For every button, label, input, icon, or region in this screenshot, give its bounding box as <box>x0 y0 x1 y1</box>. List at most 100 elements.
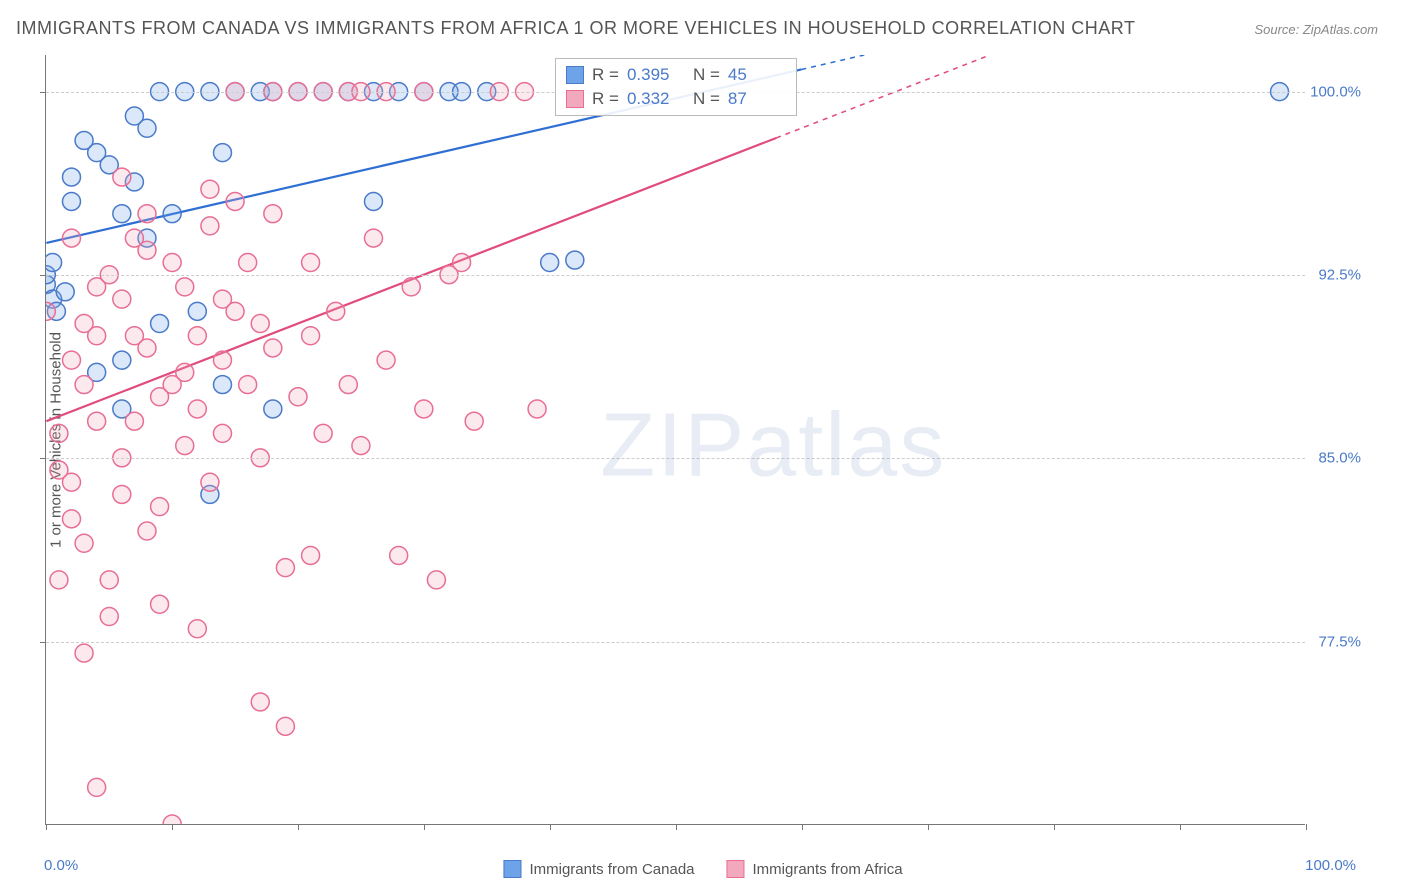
chart-svg <box>46 55 1305 824</box>
scatter-point <box>113 290 131 308</box>
scatter-point <box>302 327 320 345</box>
scatter-point <box>138 522 156 540</box>
stats-n-value-africa: 87 <box>728 89 786 109</box>
scatter-point <box>75 131 93 149</box>
scatter-point <box>176 278 194 296</box>
gridline-h <box>46 458 1305 459</box>
x-tick-mark <box>298 824 299 830</box>
scatter-point <box>75 534 93 552</box>
scatter-point <box>56 283 74 301</box>
gridline-h <box>46 642 1305 643</box>
scatter-point <box>302 546 320 564</box>
scatter-point <box>427 571 445 589</box>
stats-r-value-canada: 0.395 <box>627 65 685 85</box>
y-tick-mark <box>40 92 46 93</box>
y-tick-mark <box>40 458 46 459</box>
scatter-point <box>50 424 68 442</box>
scatter-point <box>163 205 181 223</box>
scatter-point <box>289 388 307 406</box>
scatter-point <box>138 205 156 223</box>
legend-item-canada: Immigrants from Canada <box>503 860 694 878</box>
x-tick-mark <box>550 824 551 830</box>
stats-r-label: R = <box>592 89 619 109</box>
scatter-point <box>62 351 80 369</box>
stats-swatch-canada <box>566 66 584 84</box>
y-tick-label: 85.0% <box>1318 450 1361 467</box>
scatter-point <box>75 376 93 394</box>
scatter-point <box>62 168 80 186</box>
x-tick-mark <box>172 824 173 830</box>
legend-swatch-africa <box>727 860 745 878</box>
x-tick-mark <box>424 824 425 830</box>
scatter-point <box>88 327 106 345</box>
scatter-point <box>151 315 169 333</box>
scatter-point <box>201 473 219 491</box>
stats-row-canada: R = 0.395 N = 45 <box>566 63 786 87</box>
scatter-point <box>327 302 345 320</box>
scatter-point <box>176 363 194 381</box>
scatter-point <box>214 290 232 308</box>
scatter-point <box>201 217 219 235</box>
scatter-point <box>541 254 559 272</box>
scatter-point <box>188 327 206 345</box>
stats-n-label: N = <box>693 89 720 109</box>
x-tick-mark <box>1180 824 1181 830</box>
scatter-point <box>214 144 232 162</box>
scatter-point <box>113 351 131 369</box>
scatter-point <box>125 229 143 247</box>
scatter-point <box>352 437 370 455</box>
scatter-point <box>365 229 383 247</box>
source-attribution: Source: ZipAtlas.com <box>1254 22 1378 37</box>
scatter-point <box>100 571 118 589</box>
scatter-point <box>251 315 269 333</box>
scatter-point <box>465 412 483 430</box>
x-tick-mark <box>928 824 929 830</box>
y-tick-label: 92.5% <box>1318 267 1361 284</box>
scatter-point <box>314 424 332 442</box>
x-tick-mark <box>1054 824 1055 830</box>
chart-title: IMMIGRANTS FROM CANADA VS IMMIGRANTS FRO… <box>16 18 1135 39</box>
scatter-point <box>100 608 118 626</box>
x-tick-mark <box>46 824 47 830</box>
plot-area: 1 or more Vehicles in Household <box>45 55 1305 825</box>
scatter-point <box>50 571 68 589</box>
scatter-point <box>62 510 80 528</box>
scatter-point <box>188 400 206 418</box>
legend-swatch-canada <box>503 860 521 878</box>
x-tick-mark <box>676 824 677 830</box>
scatter-point <box>113 485 131 503</box>
stats-n-value-canada: 45 <box>728 65 786 85</box>
scatter-point <box>151 388 169 406</box>
gridline-h <box>46 275 1305 276</box>
x-tick-mark <box>802 824 803 830</box>
stats-r-label: R = <box>592 65 619 85</box>
legend-bottom: Immigrants from Canada Immigrants from A… <box>503 860 902 878</box>
scatter-point <box>138 119 156 137</box>
scatter-point <box>201 180 219 198</box>
scatter-point <box>163 254 181 272</box>
scatter-point <box>75 644 93 662</box>
legend-label-africa: Immigrants from Africa <box>753 861 903 878</box>
scatter-point <box>377 351 395 369</box>
scatter-point <box>264 205 282 223</box>
scatter-point <box>415 400 433 418</box>
scatter-point <box>214 424 232 442</box>
y-tick-label: 77.5% <box>1318 633 1361 650</box>
scatter-point <box>151 498 169 516</box>
scatter-point <box>251 693 269 711</box>
scatter-point <box>188 302 206 320</box>
scatter-point <box>46 254 62 272</box>
legend-label-canada: Immigrants from Canada <box>529 861 694 878</box>
scatter-point <box>214 376 232 394</box>
x-tick-mark <box>1306 824 1307 830</box>
scatter-point <box>62 229 80 247</box>
stats-swatch-africa <box>566 90 584 108</box>
scatter-point <box>302 254 320 272</box>
scatter-point <box>339 376 357 394</box>
scatter-point <box>50 461 68 479</box>
scatter-point <box>226 192 244 210</box>
trendline-dashed <box>776 55 990 138</box>
scatter-point <box>214 351 232 369</box>
scatter-point <box>125 412 143 430</box>
scatter-point <box>188 620 206 638</box>
